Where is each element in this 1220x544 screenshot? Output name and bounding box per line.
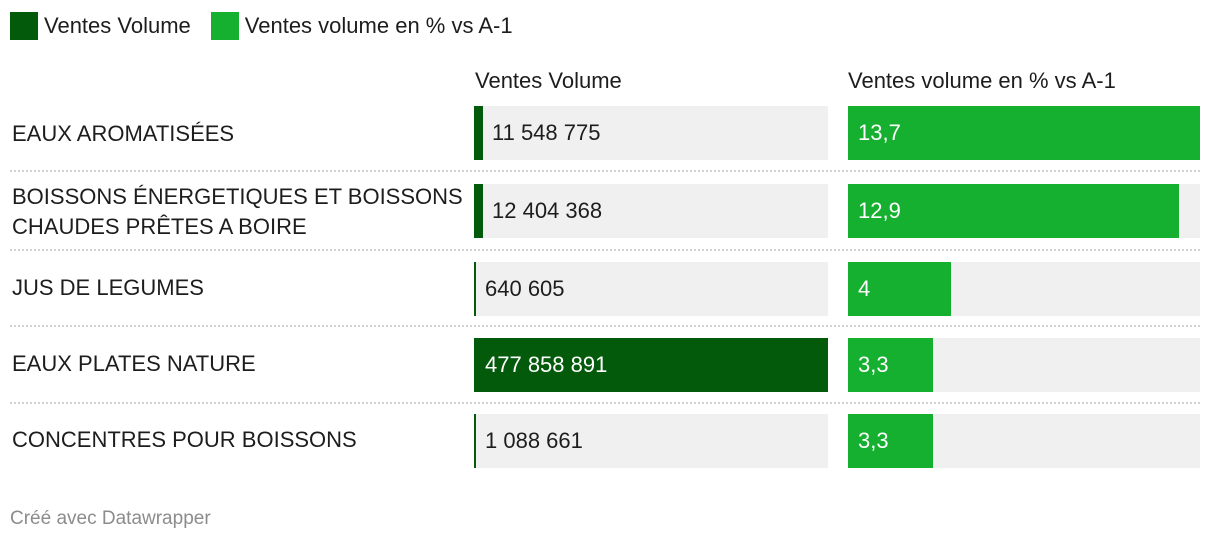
row-label: BOISSONS ÉNERGETIQUES ET BOISSONS CHAUDE…	[12, 184, 463, 239]
row-divider	[10, 249, 1200, 251]
volume-value: 1 088 661	[485, 428, 583, 453]
row-divider	[10, 402, 1200, 404]
volume-value: 477 858 891	[485, 352, 608, 377]
volume-bar	[474, 414, 476, 468]
volume-bar-track: 12 404 368	[474, 184, 828, 238]
pct-bar-track: 12,9	[848, 184, 1200, 238]
legend-item-volume: Ventes Volume	[10, 12, 191, 40]
pct-bar	[848, 262, 951, 316]
footer-credit: Créé avec Datawrapper	[10, 508, 211, 529]
volume-bar	[474, 106, 483, 160]
volume-bar-track: 1 088 661	[474, 414, 828, 468]
pct-bar	[848, 414, 933, 468]
legend-label-pct: Ventes volume en % vs A-1	[244, 13, 513, 38]
pct-value: 13,7	[858, 120, 901, 145]
volume-value: 12 404 368	[492, 198, 603, 223]
row-divider	[10, 170, 1200, 172]
pct-value: 4	[858, 276, 871, 301]
pct-bar-track: 3,3	[848, 414, 1200, 468]
legend-label-volume: Ventes Volume	[44, 13, 191, 38]
volume-value: 640 605	[485, 276, 565, 301]
volume-bar-track: 640 605	[474, 262, 828, 316]
pct-value: 12,9	[858, 198, 901, 223]
legend: Ventes Volume Ventes volume en % vs A-1	[10, 12, 533, 40]
pct-bar	[848, 184, 1179, 238]
pct-bar-track: 13,7	[848, 106, 1200, 160]
legend-item-pct: Ventes volume en % vs A-1	[210, 12, 513, 40]
row-label: JUS DE LEGUMES	[12, 275, 204, 300]
pct-bar	[848, 338, 933, 392]
column-header-pct: Ventes volume en % vs A-1	[848, 68, 1116, 93]
legend-swatch-pct	[210, 12, 239, 40]
volume-bar-track: 477 858 891	[474, 338, 828, 392]
pct-bar-track: 3,3	[848, 338, 1200, 392]
pct-value: 3,3	[858, 428, 889, 453]
column-header-volume: Ventes Volume	[475, 68, 622, 93]
pct-bar	[848, 106, 1200, 160]
volume-bar	[474, 184, 483, 238]
pct-value: 3,3	[858, 352, 889, 377]
volume-bar-track: 11 548 775	[474, 106, 828, 160]
row-label: CONCENTRES POUR BOISSONS	[12, 427, 357, 452]
legend-swatch-volume	[10, 12, 38, 40]
row-divider	[10, 325, 1200, 327]
volume-value: 11 548 775	[492, 120, 601, 145]
row-label: EAUX AROMATISÉES	[12, 121, 235, 146]
row-label: EAUX PLATES NATURE	[12, 351, 256, 376]
volume-bar	[474, 338, 828, 392]
pct-bar-track: 4	[848, 262, 1200, 316]
volume-bar	[474, 262, 476, 316]
